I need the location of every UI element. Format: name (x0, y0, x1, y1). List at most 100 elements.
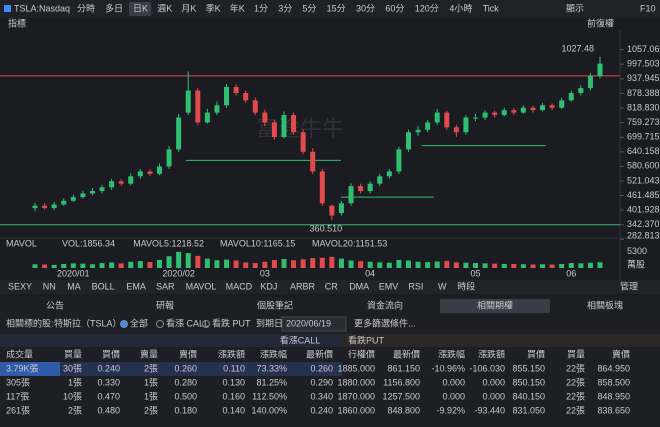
table-cell[interactable]: 0.000 (442, 377, 465, 387)
period-button[interactable]: 4小時 (449, 3, 472, 13)
radio-label[interactable]: 看漲 CALL (166, 317, 209, 328)
indicator-tab[interactable]: DMA (349, 281, 369, 291)
table-cell[interactable]: 0.000 (482, 377, 505, 387)
table-cell[interactable]: 1張 (68, 377, 82, 387)
table-cell[interactable]: 0.470 (97, 391, 120, 401)
table-cell[interactable]: 838.650 (597, 405, 630, 415)
period-button[interactable]: Tick (483, 3, 500, 13)
table-cell[interactable]: 73.33% (256, 363, 287, 373)
table-cell[interactable]: 850.150 (512, 377, 545, 387)
tab[interactable]: 資金流向 (367, 299, 403, 310)
table-cell[interactable]: 117張 (6, 391, 29, 401)
table-cell[interactable]: 22張 (566, 405, 585, 415)
indicator-tab[interactable]: W (438, 281, 447, 291)
indicator-tab[interactable]: EMA (126, 281, 146, 291)
period-button[interactable]: 5分 (302, 3, 316, 13)
table-cell[interactable]: 840.150 (512, 391, 545, 401)
table-cell[interactable]: 1156.800 (383, 377, 420, 387)
indicator-tab[interactable]: ARBR (290, 281, 316, 291)
period-button[interactable]: 15分 (327, 3, 346, 13)
table-cell[interactable]: 22張 (566, 377, 585, 387)
table-cell[interactable]: 1860.000 (337, 405, 375, 415)
table-cell[interactable]: 30張 (63, 363, 82, 373)
indicator-tab[interactable]: BOLL (92, 281, 115, 291)
table-cell[interactable]: 0.130 (222, 377, 245, 387)
table-cell[interactable]: 0.140 (222, 405, 245, 415)
radio-label[interactable]: 全部 (130, 317, 148, 328)
indicator-tab[interactable]: MAVOL (186, 281, 217, 291)
indicator-tab[interactable]: NN (43, 281, 56, 291)
indicator-tab[interactable]: CR (325, 281, 338, 291)
period-button[interactable]: 週K (157, 3, 172, 13)
period-button[interactable]: 60分 (385, 3, 404, 13)
indicator-tab[interactable]: SAR (156, 281, 175, 291)
table-cell[interactable]: 0.480 (97, 405, 120, 415)
expiry-box[interactable] (281, 316, 347, 332)
table-cell[interactable]: 10張 (63, 391, 82, 401)
table-cell[interactable]: 0.330 (97, 377, 120, 387)
table-cell[interactable]: 831.050 (512, 405, 545, 415)
period-button[interactable]: 30分 (356, 3, 375, 13)
indicator-tab[interactable]: EMV (379, 281, 399, 291)
table-cell[interactable]: 0.500 (174, 391, 197, 401)
tab[interactable]: 相關期權 (477, 299, 513, 310)
table-cell[interactable]: -106.030 (469, 363, 505, 373)
expiry-value[interactable]: 2020/06/19 (286, 318, 331, 328)
table-cell[interactable]: 861.150 (387, 363, 420, 373)
radio-label[interactable]: 看跌 PUT (212, 317, 251, 328)
period-button[interactable]: 日K (133, 3, 148, 13)
period-button[interactable]: 年K (230, 2, 245, 13)
table-cell[interactable]: 1880.000 (337, 377, 375, 387)
table-cell[interactable]: 2張 (144, 405, 158, 415)
table-cell[interactable]: 0.110 (223, 363, 245, 373)
table-cell[interactable]: 1257.500 (382, 391, 420, 401)
indicator-tab[interactable]: SEXY (8, 281, 32, 291)
table-cell[interactable]: 1張 (144, 391, 158, 401)
table-cell[interactable]: 0.280 (174, 377, 197, 387)
indicator-tab[interactable]: MA (67, 281, 81, 291)
period-button[interactable]: 120分 (415, 3, 439, 13)
table-cell[interactable]: 855.150 (512, 363, 545, 373)
tab[interactable]: 公告 (46, 299, 64, 310)
f10-button[interactable]: F10 (640, 3, 656, 13)
table-cell[interactable]: 0.000 (482, 391, 505, 401)
indicator-tab[interactable]: MACD (226, 281, 253, 291)
table-cell[interactable]: 1885.000 (337, 363, 375, 373)
period-button[interactable]: 3分 (278, 3, 292, 13)
table-cell[interactable]: 0.000 (442, 391, 465, 401)
table-cell[interactable]: 112.50% (252, 391, 287, 401)
table-cell[interactable]: 1870.000 (337, 391, 375, 401)
table-cell[interactable]: 0.180 (174, 405, 197, 415)
table-cell[interactable]: 0.240 (310, 405, 333, 415)
indicator-tab[interactable]: KDJ (260, 281, 277, 291)
table-cell[interactable]: 81.25% (256, 377, 287, 387)
table-cell[interactable]: 2張 (68, 405, 82, 415)
table-cell[interactable]: 22張 (566, 363, 585, 373)
table-cell[interactable]: 261張 (6, 405, 30, 415)
manage-button[interactable]: 管理 (620, 280, 638, 291)
table-cell[interactable]: 0.160 (222, 391, 245, 401)
table-cell[interactable]: 2張 (144, 363, 158, 373)
radio[interactable] (120, 320, 128, 328)
table-cell[interactable]: 864.950 (597, 363, 630, 373)
table-cell[interactable]: 848.800 (387, 405, 420, 415)
table-cell[interactable]: 140.00% (251, 405, 287, 415)
table-cell[interactable]: 848.950 (597, 391, 630, 401)
period-button[interactable]: 月K (181, 3, 196, 13)
period-button[interactable]: 分時 (77, 3, 95, 13)
tab[interactable]: 個股筆記 (257, 299, 293, 310)
table-cell[interactable]: 858.500 (597, 377, 630, 387)
table-cell[interactable]: 0.260 (310, 363, 333, 373)
indicator-tab[interactable]: RSI (408, 281, 423, 291)
table-cell[interactable]: 0.290 (310, 377, 333, 387)
table-cell[interactable]: 0.340 (310, 391, 333, 401)
more-filters[interactable]: 更多篩選條件... (354, 317, 416, 328)
tab[interactable]: 相關板塊 (587, 299, 623, 310)
table-cell[interactable]: 305張 (6, 377, 30, 387)
volume-title[interactable]: MAVOL (6, 238, 37, 248)
period-button[interactable]: 1分 (254, 3, 268, 13)
table-cell[interactable]: -10.96% (431, 363, 465, 373)
indicator-label[interactable]: 指標 (8, 17, 26, 28)
table-cell[interactable]: 3.79K張 (6, 363, 39, 373)
table-cell[interactable]: 0.240 (97, 363, 120, 373)
